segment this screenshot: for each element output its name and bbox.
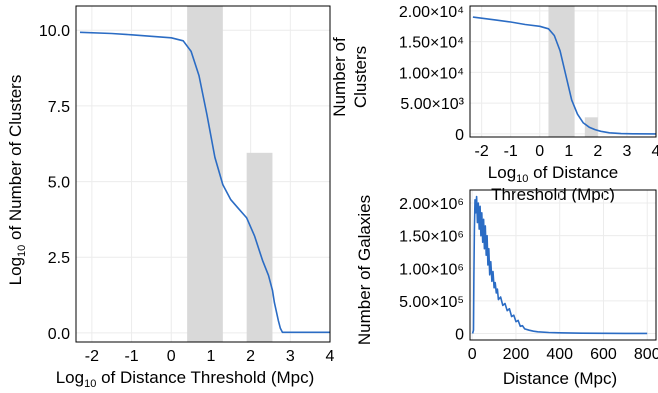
- top-right-x-axis-label-line2: Threshold (Mpc): [491, 185, 615, 204]
- left-y-tick-label: 0.0: [48, 326, 70, 343]
- top-right-shaded-bar: [584, 117, 598, 137]
- left-y-tick-label: 10.0: [39, 23, 70, 40]
- left-x-tick-label: 3: [286, 348, 295, 365]
- bottom-right-x-tick-label: 600: [590, 346, 617, 363]
- left-y-tick-label: 7.5: [48, 99, 70, 116]
- bottom-right-y-axis-label: Number of Galaxies: [355, 195, 374, 345]
- left-y-tick-label: 2.5: [48, 250, 70, 267]
- top-right-x-tick-label: -1: [504, 143, 518, 160]
- top-right-y-tick-label: 1.50×10⁴: [399, 35, 464, 52]
- top-right-x-tick-label: 1: [564, 143, 573, 160]
- bottom-right-x-tick-label: 0: [468, 346, 477, 363]
- top-right-x-tick-label: -2: [475, 143, 489, 160]
- left-shaded-bar: [246, 152, 273, 342]
- top-right-x-tick-label: 4: [652, 143, 658, 160]
- top-right-y-axis-label-line2: Clusters: [351, 46, 370, 108]
- top-right-y-tick-label: 0: [455, 127, 464, 144]
- left-plot-frame: [75, 5, 331, 343]
- top-right-x-axis-label-line1: Log10 of Distance: [488, 163, 618, 185]
- top-right-y-axis-label-line1: Number of: [330, 37, 349, 117]
- bottom-right-x-axis-label: Distance (Mpc): [503, 369, 617, 388]
- bottom-right-y-tick-label: 5.00×10⁵: [399, 294, 464, 311]
- left-panel: -2 -1 0 1 2 3 4 0.0 2.5 5.0 7.5 10.0 Log10 of Dista…: [6, 5, 335, 390]
- top-right-y-tick-label: 1.00×10⁴: [399, 65, 464, 82]
- top-right-plot-frame: [469, 5, 657, 138]
- top-right-series-line: [472, 16, 657, 135]
- left-series-line: [79, 31, 330, 334]
- bottom-right-y-tick-label: 1.50×10⁶: [399, 229, 464, 246]
- top-right-shaded-bar: [548, 6, 575, 137]
- top-right-x-tick-label: 0: [535, 143, 544, 160]
- top-right-y-tick-label: 5.00×10³: [400, 96, 464, 113]
- left-x-tick-label: 2: [246, 348, 255, 365]
- bottom-right-series-line: [471, 195, 648, 335]
- bottom-right-x-tick-label: 200: [503, 346, 530, 363]
- top-right-y-tick-label: 2.00×10⁴: [399, 4, 464, 21]
- bottom-right-x-tick-label: 800: [634, 346, 658, 363]
- left-x-tick-label: 0: [167, 348, 176, 365]
- left-x-tick-label: -1: [124, 348, 138, 365]
- bottom-right-y-tick-label: 0: [455, 326, 464, 343]
- top-right-x-tick-label: 2: [593, 143, 602, 160]
- left-x-tick-label: 4: [326, 348, 335, 365]
- bottom-right-y-tick-label: 2.00×10⁶: [399, 196, 464, 213]
- top-right-panel: -2 -1 0 1 2 3 4 0 5.00×10³ 1.00×10⁴ 1.50×10⁴ 2.00×1…: [330, 4, 658, 204]
- left-y-tick-label: 5.0: [48, 175, 70, 192]
- left-x-tick-label: -2: [85, 348, 99, 365]
- top-right-x-tick-label: 3: [622, 143, 631, 160]
- left-x-tick-label: 1: [206, 348, 215, 365]
- bottom-right-panel: 0 200 400 600 800 0 5.00×10⁵ 1.00×10⁶ 1.50×10⁶ 2.…: [355, 189, 658, 388]
- bottom-right-x-tick-label: 400: [546, 346, 573, 363]
- left-x-axis-label: Log10 of Distance Threshold (Mpc): [56, 368, 315, 390]
- bottom-right-plot-frame: [469, 189, 657, 341]
- left-y-axis-label: Log10 of Number of Clusters: [6, 75, 28, 286]
- left-shaded-bar: [187, 6, 223, 342]
- bottom-right-y-tick-label: 1.00×10⁶: [399, 261, 464, 278]
